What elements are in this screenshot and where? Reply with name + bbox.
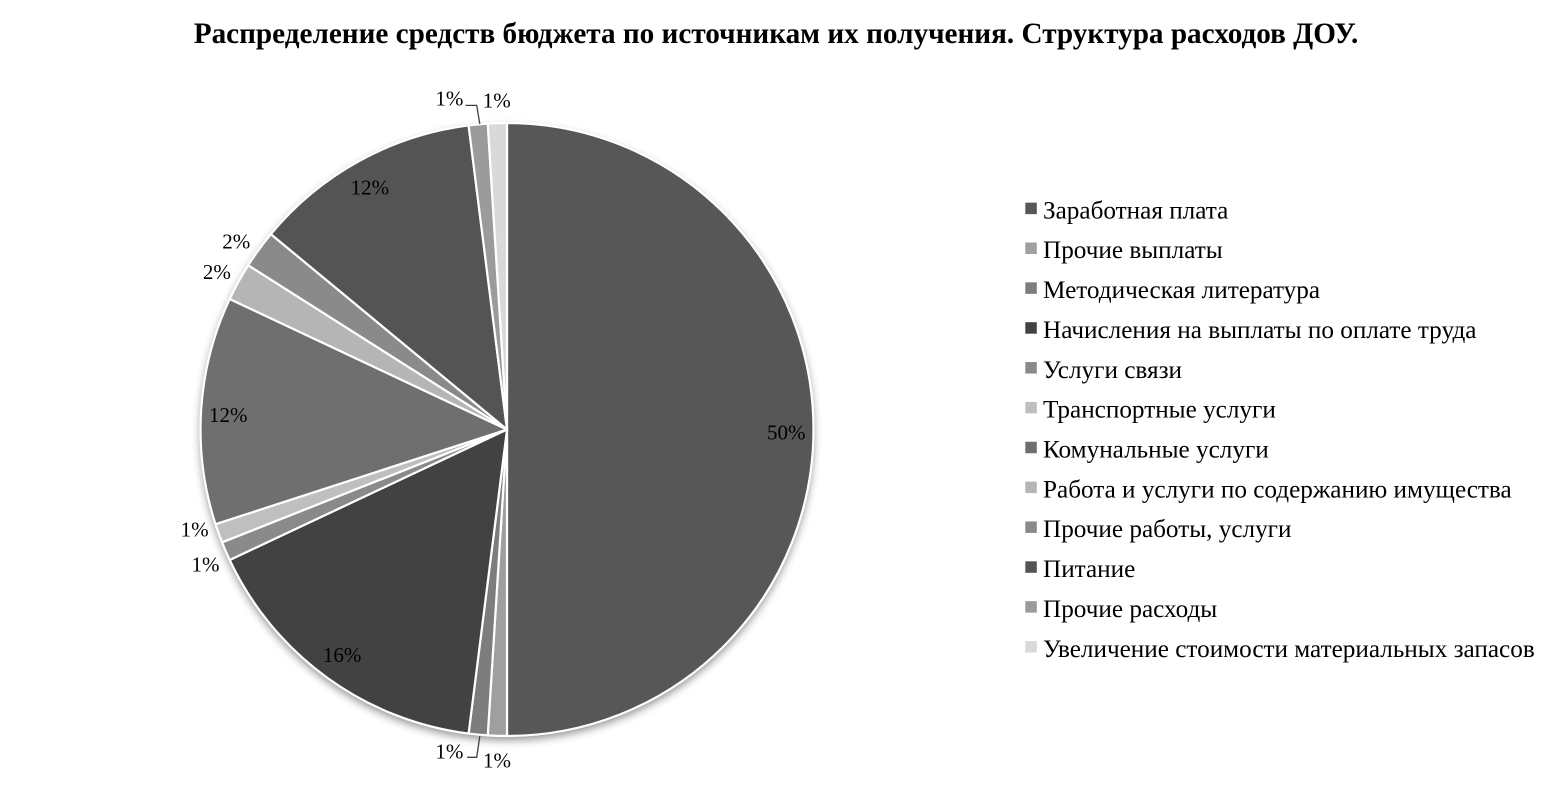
svg-text:Услуги связи: Услуги связи: [1043, 357, 1182, 384]
svg-text:Прочие работы, услуги: Прочие работы, услуги: [1043, 516, 1291, 543]
svg-text:1%: 1%: [483, 749, 511, 773]
svg-text:1%: 1%: [181, 518, 209, 542]
svg-text:2%: 2%: [222, 229, 250, 253]
svg-text:1%: 1%: [483, 89, 511, 113]
svg-text:Работа и услуги по содержанию: Работа и услуги по содержанию имущества: [1043, 476, 1512, 503]
svg-text:Транспортные услуги: Транспортные услуги: [1043, 397, 1276, 424]
svg-text:16%: 16%: [323, 643, 362, 667]
svg-text:2%: 2%: [203, 260, 231, 284]
svg-text:Увеличение стоимости материаль: Увеличение стоимости материальных запасо…: [1043, 636, 1535, 663]
svg-text:50%: 50%: [767, 420, 806, 444]
svg-text:12%: 12%: [351, 176, 390, 200]
svg-text:Прочие выплаты: Прочие выплаты: [1043, 237, 1223, 264]
svg-text:12%: 12%: [209, 403, 248, 427]
svg-text:Распределение средств бюджета: Распределение средств бюджета по источни…: [194, 18, 1359, 50]
svg-text:Комунальные услуги: Комунальные услуги: [1043, 437, 1269, 464]
svg-text:1%: 1%: [435, 739, 463, 763]
svg-text:Заработная плата: Заработная плата: [1043, 197, 1228, 224]
svg-text:Начисления на выплаты по оплат: Начисления на выплаты по оплате труда: [1043, 317, 1476, 344]
svg-text:Прочие расходы: Прочие расходы: [1043, 596, 1217, 623]
svg-text:Питание: Питание: [1043, 556, 1135, 583]
svg-text:Методическая литература: Методическая литература: [1043, 277, 1320, 304]
svg-text:1%: 1%: [435, 86, 463, 110]
svg-text:1%: 1%: [192, 553, 220, 577]
